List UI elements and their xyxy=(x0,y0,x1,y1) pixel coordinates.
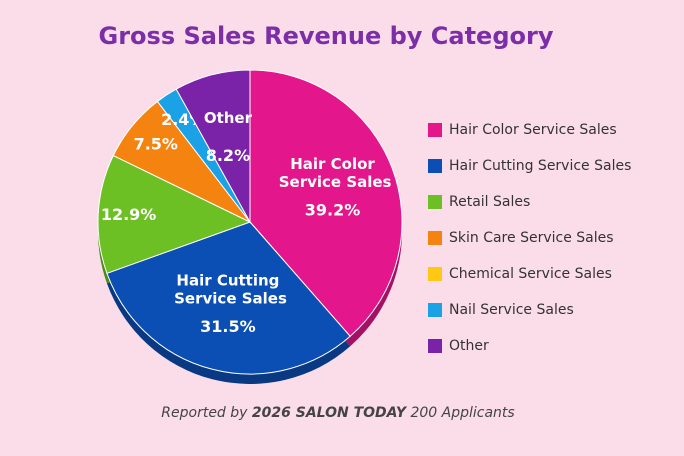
legend-swatch xyxy=(428,123,442,137)
chart-title: Gross Sales Revenue by Category xyxy=(99,22,554,50)
slice-name: Hair Cutting Service Sales xyxy=(169,271,287,307)
legend-swatch xyxy=(428,231,442,245)
legend-swatch xyxy=(428,267,442,281)
legend-label: Hair Color Service Sales xyxy=(449,122,617,138)
slice xyxy=(249,69,403,338)
slice xyxy=(106,221,351,375)
legend-swatch xyxy=(428,159,442,173)
footnote: Reported by 2026 SALON TODAY 200 Applica… xyxy=(161,405,514,421)
slice-value: 12.9% xyxy=(101,205,157,224)
slice-value: 8.2% xyxy=(206,146,250,165)
legend-label: Skin Care Service Sales xyxy=(449,230,614,246)
slice xyxy=(175,69,251,224)
footnote-part: Reported by xyxy=(161,405,252,421)
slice-name: Hair Color Service Sales xyxy=(274,154,392,190)
legend-swatch xyxy=(428,339,442,353)
legend-label: Hair Cutting Service Sales xyxy=(449,158,631,174)
slice-value: 7.5% xyxy=(134,135,178,154)
legend-label: Nail Service Sales xyxy=(449,302,574,318)
legend-swatch xyxy=(428,195,442,209)
slice-name: Other xyxy=(204,109,253,127)
slice xyxy=(97,154,252,274)
slice-value: 39.2% xyxy=(305,200,361,219)
footnote-part: 2026 SALON TODAY xyxy=(252,405,408,421)
legend-label: Other xyxy=(449,338,489,354)
footnote-part: 200 Applicants xyxy=(406,405,515,421)
legend-label: Chemical Service Sales xyxy=(449,266,612,282)
slice-value: 31.5% xyxy=(200,317,256,336)
pie: Hair Color Service Sales 39.2% Hair Cuttin… xyxy=(97,69,403,384)
legend-label: Retail Sales xyxy=(449,194,530,210)
legend-swatch xyxy=(428,303,442,317)
legend: Hair Color Service Sales Hair Cutting Ser… xyxy=(428,122,631,354)
